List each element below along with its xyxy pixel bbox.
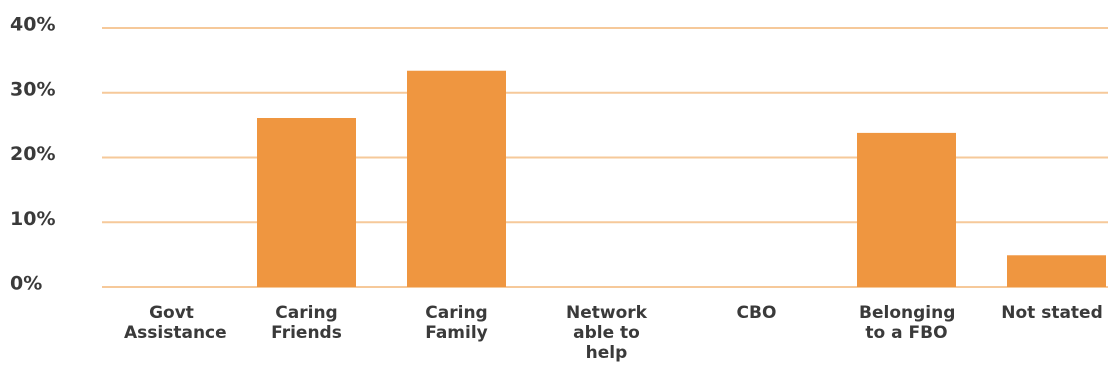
bar: [257, 118, 356, 287]
x-tick-label: Not stated: [1001, 303, 1103, 323]
y-tick-label: 30%: [10, 78, 55, 100]
bar: [407, 70, 506, 287]
bar: [1007, 255, 1106, 287]
bar: [857, 132, 956, 287]
y-tick-label: 40%: [10, 14, 55, 36]
x-tick-label: Caring Friends: [271, 303, 342, 343]
x-tick-label: Govt Assistance: [124, 303, 227, 343]
x-tick-label: Network able to help: [566, 303, 647, 363]
y-tick-label: 20%: [10, 143, 55, 165]
y-tick-label: 0%: [10, 273, 42, 295]
x-tick-label: Belonging to a FBO: [859, 303, 956, 343]
x-tick-label: CBO: [736, 303, 777, 323]
y-tick-label: 10%: [10, 208, 55, 230]
x-tick-label: Caring Family: [425, 303, 488, 343]
